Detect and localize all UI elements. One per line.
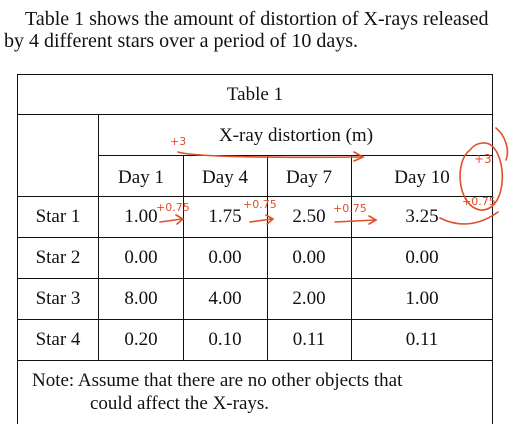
row-label-star-4: Star 4 xyxy=(35,329,81,350)
increment-label-1: +0.75 xyxy=(156,201,190,214)
increment-arrow-3 xyxy=(334,219,376,223)
table-cell: 1.00 xyxy=(405,288,439,309)
table-cell: 2.50 xyxy=(292,206,326,227)
table-cell: 0.00 xyxy=(208,247,242,268)
table-cell: 0.00 xyxy=(292,247,326,268)
header-plus-label: +3 xyxy=(170,135,186,148)
table-cell: 2.00 xyxy=(292,288,326,309)
table-caption: Table 1 xyxy=(226,84,284,105)
intro-line-1: Table 1 shows the amount of distortion o… xyxy=(25,8,489,30)
table-cell: 0.11 xyxy=(405,329,439,350)
note-line-1: Note: Assume that there are no other obj… xyxy=(32,370,403,391)
row-label-star-3: Star 3 xyxy=(35,288,81,309)
table-cell: 0.20 xyxy=(124,329,158,350)
increment-label-2: +0.75 xyxy=(243,198,277,211)
column-header-day-10: Day 10 xyxy=(394,167,450,188)
table-cell: 4.00 xyxy=(208,288,242,309)
note-line-2: could affect the X-rays. xyxy=(90,393,270,414)
table-cell: 8.00 xyxy=(124,288,158,309)
day10-circle xyxy=(459,142,504,211)
table-cell: 1.75 xyxy=(208,206,242,227)
table-cell: 3.25 xyxy=(405,206,439,227)
table-cell: 0.00 xyxy=(405,247,439,268)
intro-line-2: by 4 different stars over a period of 10… xyxy=(4,30,358,52)
table-cell: 1.00 xyxy=(124,206,158,227)
group-header: X-ray distortion (m) xyxy=(218,125,374,146)
table-cell: 0.11 xyxy=(292,329,326,350)
column-header-day-4: Day 4 xyxy=(202,167,248,188)
column-header-day-1: Day 1 xyxy=(118,167,164,188)
increment-label-3: +0.75 xyxy=(333,202,367,215)
table-note: Note: Assume that there are no other obj… xyxy=(32,369,487,415)
day10-plus-label: +3 xyxy=(474,152,492,166)
column-header-day-7: Day 7 xyxy=(286,167,332,188)
table-cell: 0.10 xyxy=(208,329,242,350)
header-arrow xyxy=(177,151,363,159)
increment-label-4: +0.75 xyxy=(462,195,496,208)
row-label-star-2: Star 2 xyxy=(35,247,81,268)
table-cell: 0.00 xyxy=(124,247,158,268)
increment-arrow-1 xyxy=(159,218,183,223)
increment-arrow-2 xyxy=(249,218,273,223)
row-label-star-1: Star 1 xyxy=(35,206,81,227)
